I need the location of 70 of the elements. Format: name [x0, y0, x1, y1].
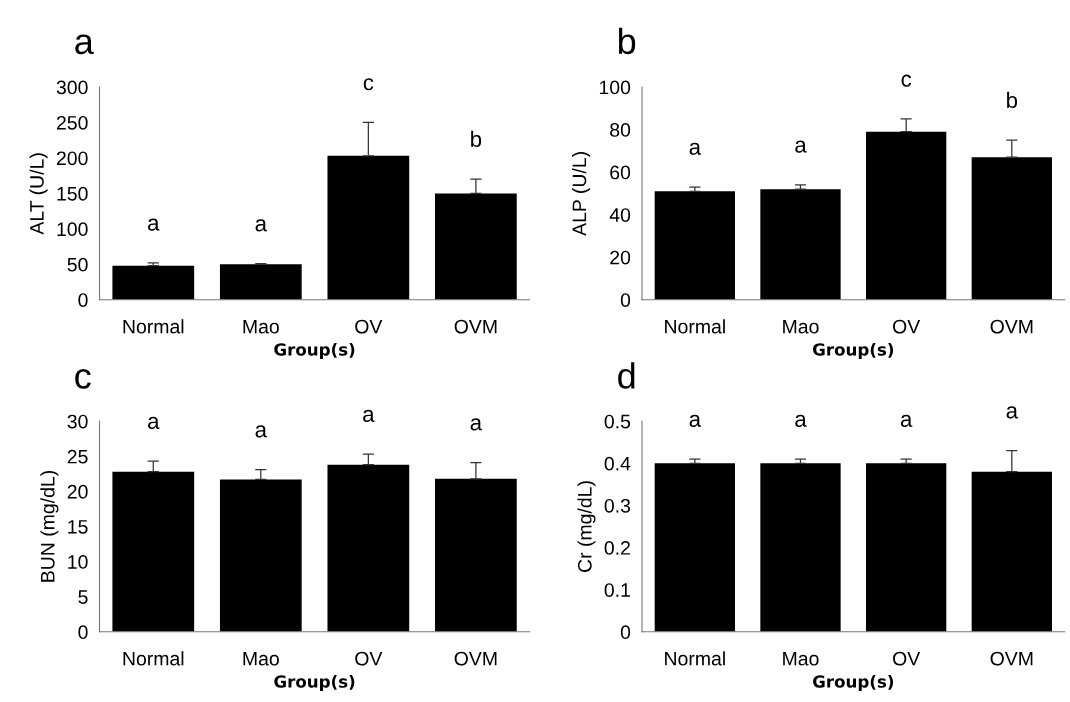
- y-tick-label: 40: [609, 208, 631, 222]
- y-tick-label: 0.4: [604, 456, 631, 471]
- y-tick-label: 0: [620, 625, 631, 640]
- x-axis-title: Group(s): [813, 342, 894, 360]
- y-tick-label: 25: [67, 449, 88, 464]
- x-tick-label: OV: [355, 651, 383, 666]
- x-tick-label: OV: [355, 319, 383, 334]
- x-axis-title: Group(s): [274, 674, 355, 692]
- x-tick-label: OVM: [454, 319, 497, 334]
- y-tick-label: 0.1: [604, 583, 630, 597]
- y-tick-label: 0.5: [604, 414, 631, 429]
- y-tick-label: 200: [56, 151, 88, 166]
- y-tick-label: 0: [620, 293, 631, 307]
- data-label: a: [795, 140, 807, 153]
- y-tick-label: 300: [56, 80, 88, 95]
- y-tick-label: 250: [56, 115, 88, 130]
- y-tick-label: 80: [610, 123, 631, 137]
- x-tick-label: OV: [893, 319, 921, 334]
- x-tick-label: Mao: [783, 651, 819, 666]
- x-tick-label: OV: [893, 651, 921, 666]
- y-axis-title: ALT (U/L): [29, 153, 48, 235]
- data-label: a: [470, 418, 483, 431]
- chart-title: a: [75, 34, 94, 55]
- y-tick-label: 5: [78, 590, 88, 604]
- x-tick-label: OVM: [990, 651, 1033, 666]
- y-tick-label: 50: [67, 257, 88, 272]
- y-tick-label: 0: [78, 625, 88, 640]
- y-axis-title: ALP (U/L): [571, 152, 591, 236]
- y-tick-label: 100: [57, 222, 88, 237]
- y-tick-label: 100: [599, 80, 631, 95]
- x-tick-label: Normal: [123, 651, 184, 666]
- y-tick-label: 30: [67, 414, 88, 429]
- data-label: a: [363, 409, 375, 423]
- y-tick-label: 10: [68, 555, 88, 569]
- data-label: a: [255, 219, 267, 232]
- x-axis-title: Group(s): [274, 342, 355, 360]
- y-tick-label: 0.2: [604, 541, 630, 555]
- data-label: a: [689, 142, 702, 155]
- y-axis-title: Cr (mg/dL): [577, 481, 596, 572]
- data-label: b: [1007, 91, 1018, 109]
- y-tick-label: 0.3: [604, 498, 631, 513]
- data-label: a: [1006, 406, 1018, 419]
- x-tick-label: OVM: [454, 651, 497, 666]
- data-label: c: [901, 74, 912, 87]
- chart-title: d: [618, 362, 635, 389]
- x-tick-label: Normal: [665, 319, 725, 334]
- y-tick-label: 20: [67, 484, 88, 499]
- data-label: a: [148, 416, 160, 430]
- y-tick-label: 15: [68, 520, 88, 534]
- y-tick-label: 60: [610, 165, 631, 180]
- x-axis-title: Group(s): [813, 674, 894, 692]
- data-label: a: [148, 218, 160, 231]
- chart-title: c: [75, 368, 91, 389]
- data-label: a: [255, 425, 267, 438]
- data-label: a: [689, 414, 702, 427]
- y-axis-title: BUN (mg/dL): [40, 470, 59, 582]
- y-tick-label: 20: [610, 250, 631, 265]
- data-label: b: [471, 130, 482, 148]
- x-tick-label: Mao: [783, 319, 819, 334]
- data-label: c: [363, 78, 374, 91]
- y-tick-label: 0: [78, 293, 88, 307]
- data-label: a: [795, 414, 807, 427]
- y-tick-label: 150: [57, 186, 88, 201]
- x-tick-label: Normal: [123, 319, 184, 334]
- data-label: a: [900, 414, 913, 427]
- x-tick-label: Normal: [665, 651, 725, 666]
- x-tick-label: Mao: [243, 319, 279, 334]
- x-tick-label: OVM: [990, 319, 1033, 334]
- x-tick-label: Mao: [243, 651, 279, 666]
- chart-title: b: [618, 27, 636, 55]
